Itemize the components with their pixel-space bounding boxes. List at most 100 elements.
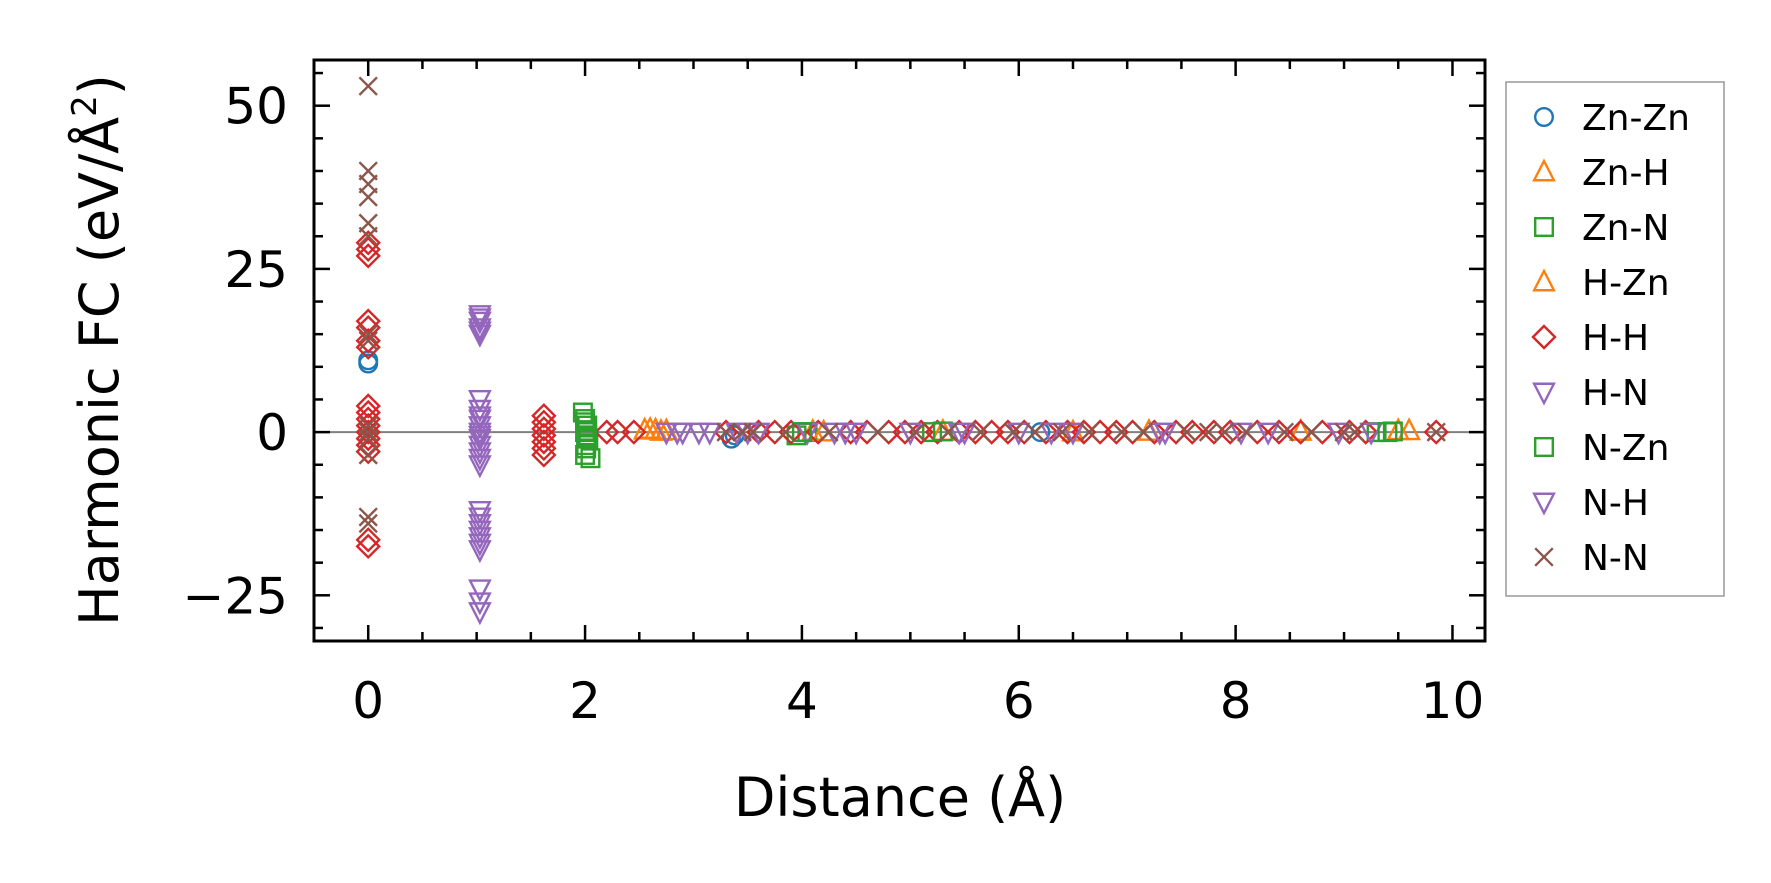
data-point — [1301, 422, 1322, 442]
data-point — [358, 445, 378, 465]
data-point — [1025, 422, 1045, 442]
series-zn-n — [572, 402, 1403, 469]
data-point — [355, 527, 381, 553]
data-point — [1266, 419, 1292, 445]
data-point — [355, 419, 381, 445]
y-tick-label: −25 — [182, 567, 288, 625]
data-point — [531, 409, 557, 436]
legend-label: H-Zn — [1582, 263, 1670, 304]
data-point — [577, 425, 598, 446]
data-point — [833, 422, 858, 446]
data-point — [971, 422, 991, 442]
data-point — [1426, 422, 1446, 442]
data-point — [468, 448, 492, 472]
data-point — [1079, 422, 1099, 442]
data-point — [468, 435, 492, 459]
legend-entry: H-H — [1531, 318, 1649, 359]
data-point — [531, 442, 557, 468]
legend-marker — [1532, 158, 1556, 182]
data-point — [1217, 419, 1243, 445]
data-point — [355, 425, 381, 452]
data-point — [358, 76, 378, 96]
series-n-zn — [575, 412, 1398, 459]
data-point — [1236, 422, 1257, 442]
data-point — [1052, 422, 1072, 442]
data-point — [358, 422, 378, 442]
legend-marker — [1532, 492, 1556, 516]
data-point — [531, 403, 557, 429]
data-point — [531, 416, 557, 442]
axis-ticks — [312, 60, 1485, 641]
data-point — [1274, 422, 1295, 442]
y-tick-label: 0 — [256, 404, 288, 462]
data-point — [697, 422, 722, 446]
legend-label: H-N — [1582, 373, 1649, 414]
legend-marker — [1532, 382, 1556, 406]
legend-entry: Zn-N — [1533, 208, 1669, 249]
legend-label: N-Zn — [1582, 428, 1669, 469]
data-point — [1345, 422, 1365, 442]
data-point — [665, 422, 690, 446]
x-tick-label: 0 — [352, 672, 384, 730]
data-point — [468, 429, 492, 453]
data-point — [468, 422, 492, 446]
data-point — [778, 419, 804, 445]
legend-entry: N-H — [1532, 483, 1649, 524]
data-point — [716, 422, 736, 442]
y-axis-label-main: Harmonic FC (eV/Å — [67, 117, 131, 626]
data-point — [468, 579, 492, 603]
data-point — [1215, 422, 1235, 442]
data-point — [922, 422, 943, 443]
data-point — [358, 513, 378, 534]
data-point — [468, 308, 492, 332]
data-point — [1256, 422, 1281, 446]
x-tick-labels: 0 2 4 6 8 10 — [352, 672, 1484, 730]
legend-label: N-N — [1582, 538, 1649, 579]
data-point — [1397, 417, 1421, 441]
legend-label: N-H — [1582, 483, 1649, 524]
legend-marker — [1531, 324, 1557, 350]
x-tick-label: 6 — [1003, 672, 1035, 730]
data-point — [468, 425, 492, 449]
data-point — [575, 412, 596, 433]
data-point — [819, 422, 839, 442]
data-point — [355, 334, 381, 360]
data-point — [906, 422, 926, 442]
data-point — [1003, 422, 1023, 442]
data-point — [468, 321, 492, 345]
x-tick-label: 10 — [1421, 672, 1485, 730]
data-point — [355, 533, 381, 560]
data-point — [1133, 422, 1154, 442]
data-point — [713, 419, 739, 445]
series-n-h — [468, 308, 1281, 626]
legend-entry: H-N — [1532, 373, 1649, 414]
data-point — [594, 419, 620, 445]
legend-marker — [1532, 268, 1556, 292]
data-point — [1359, 422, 1384, 446]
data-point — [468, 540, 492, 564]
data-point — [468, 318, 492, 342]
data-point — [621, 419, 647, 445]
data-point — [776, 422, 796, 442]
series-n-n — [358, 76, 1446, 534]
data-point — [531, 422, 557, 449]
data-point — [932, 421, 953, 442]
data-point — [1179, 419, 1205, 445]
legend-entry: Zn-H — [1532, 153, 1670, 194]
data-point — [1112, 422, 1132, 442]
data-point — [1423, 419, 1449, 445]
data-point — [638, 415, 662, 439]
data-point — [1039, 422, 1064, 446]
data-point — [355, 314, 381, 341]
y-axis-label-sup: 2 — [65, 95, 105, 117]
data-point — [1061, 422, 1085, 446]
data-point — [649, 417, 673, 441]
data-point — [868, 422, 888, 442]
data-point — [355, 406, 381, 432]
legend-label: H-H — [1582, 318, 1649, 359]
data-point — [791, 422, 812, 443]
data-point — [355, 308, 381, 334]
data-point — [355, 399, 381, 426]
legend-marker — [1534, 547, 1554, 567]
